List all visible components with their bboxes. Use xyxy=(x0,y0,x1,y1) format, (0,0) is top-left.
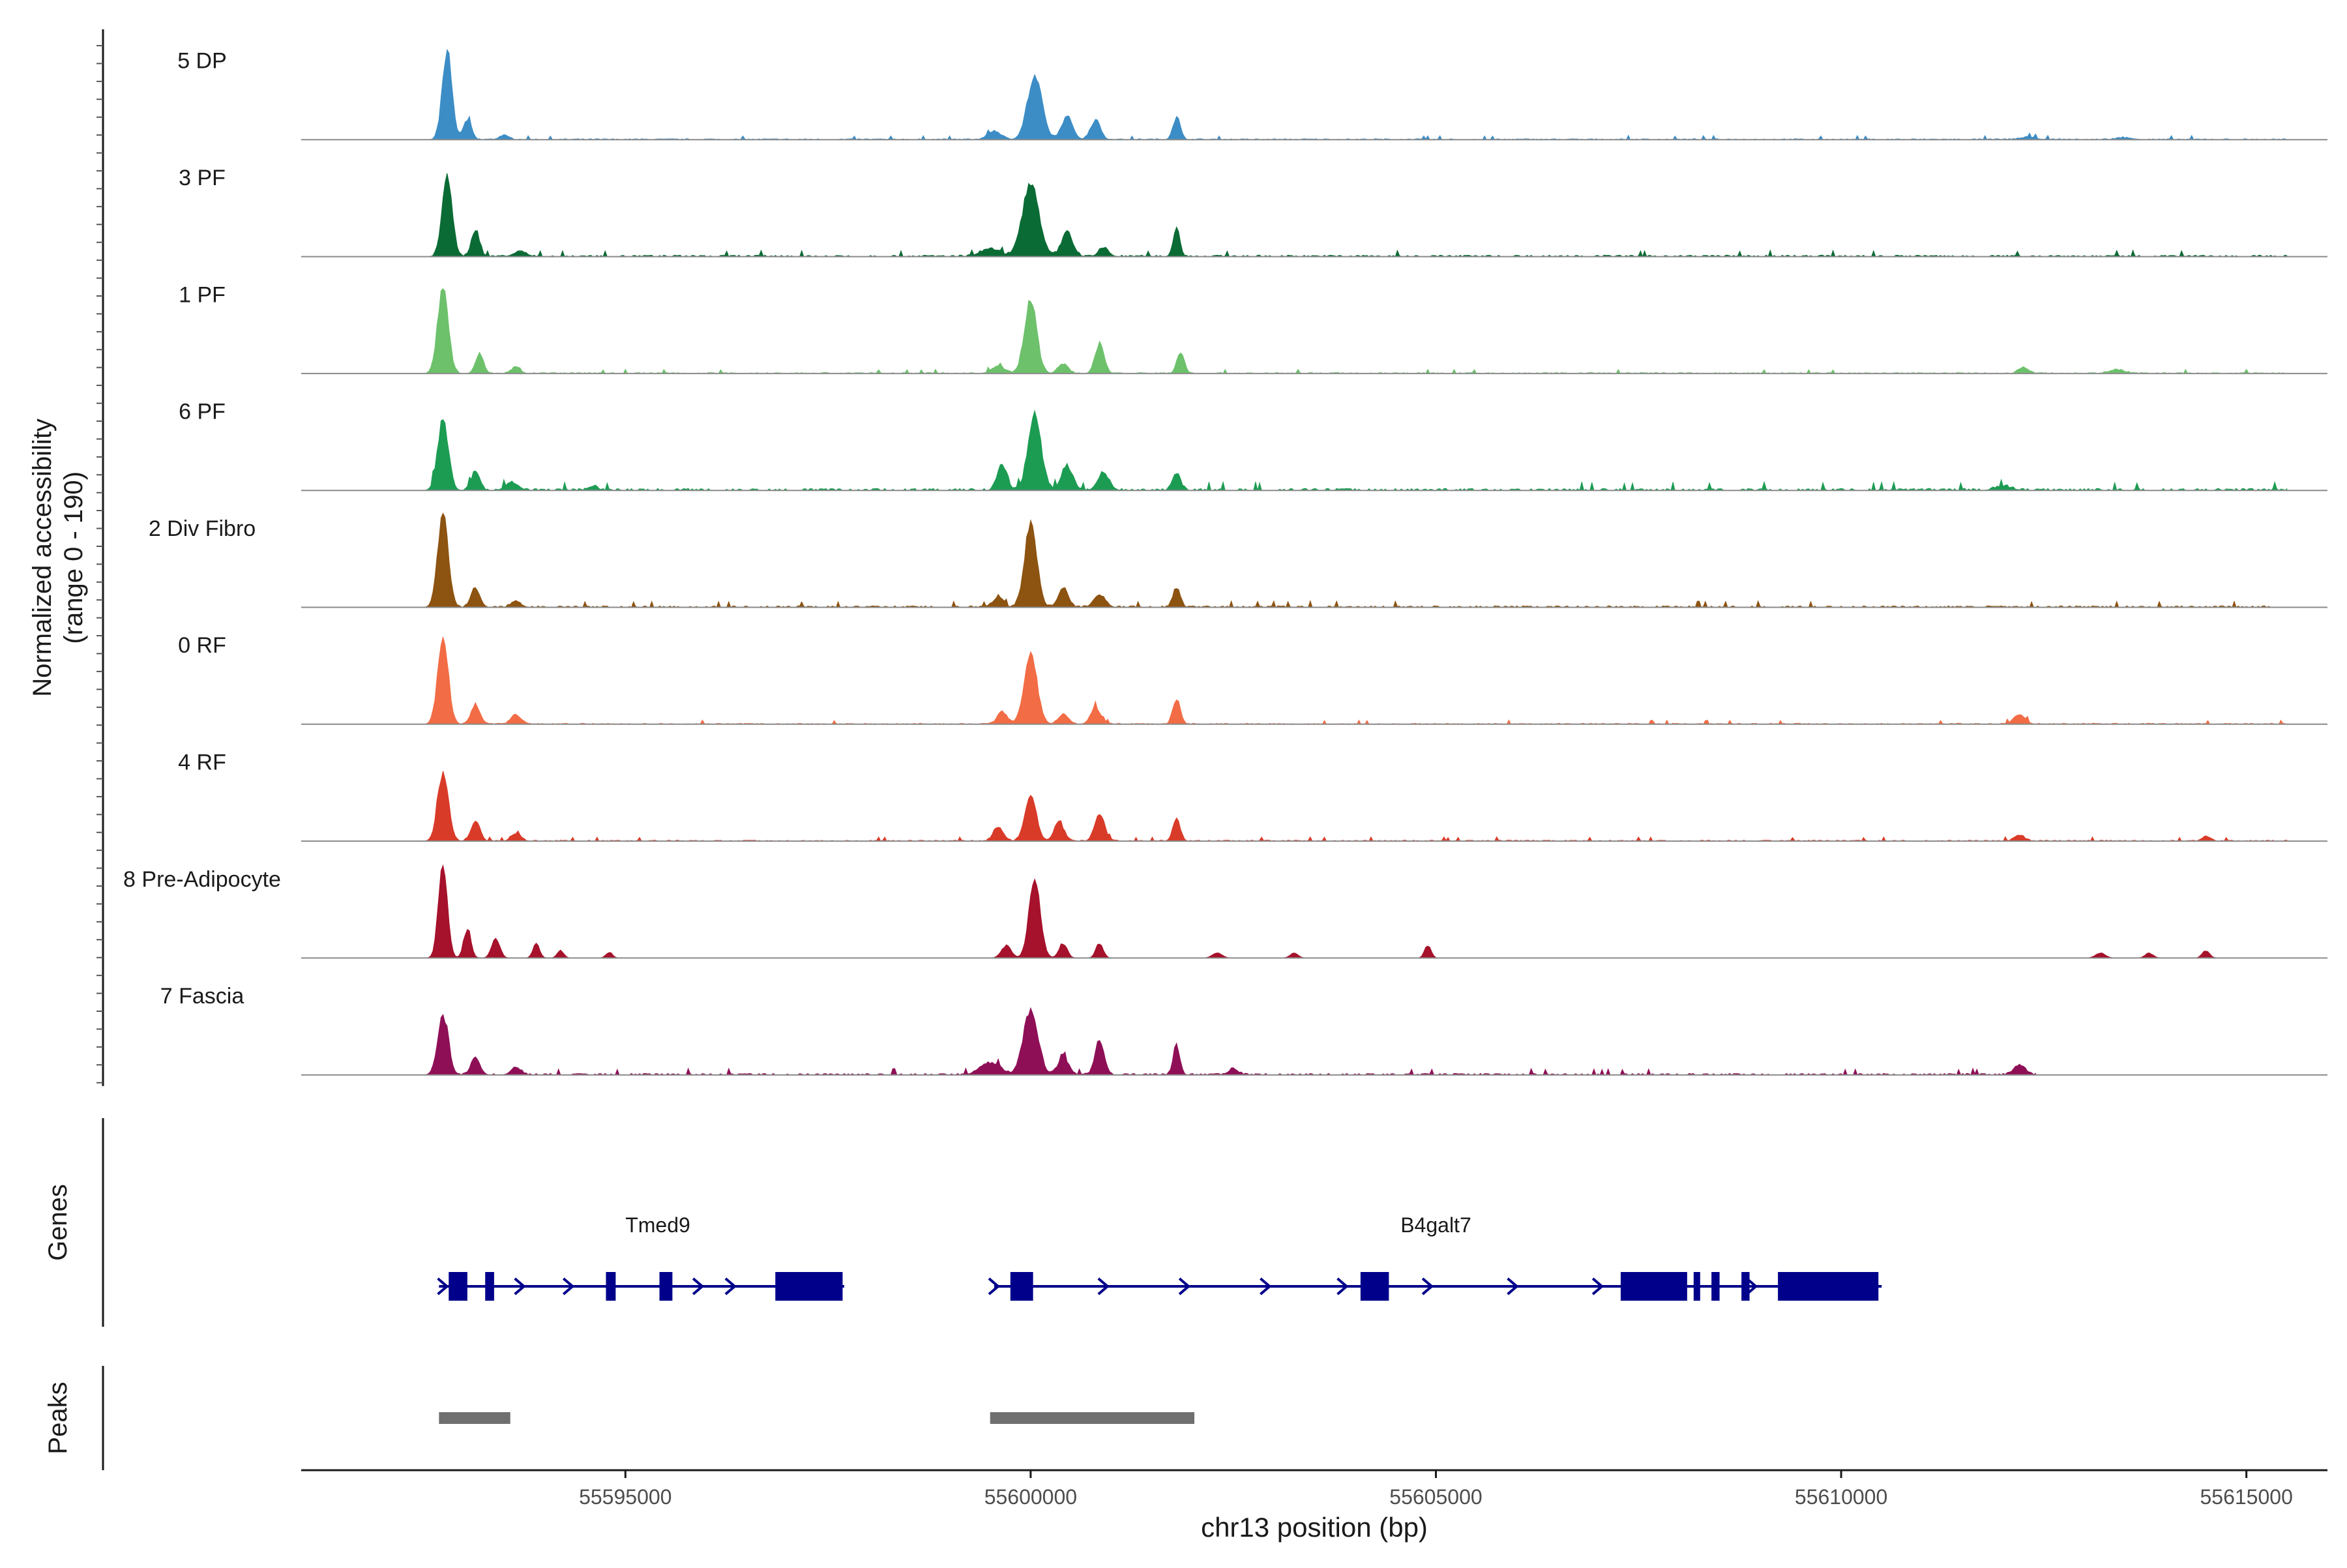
peak-region xyxy=(439,1412,510,1424)
coverage-area xyxy=(301,512,2271,608)
x-axis: 55595000 55600000 55605000 55610000 55615000… xyxy=(301,1469,2327,1543)
x-axis-title: chr13 position (bp) xyxy=(1201,1512,1428,1543)
track-7-fascia: 7 Fascia xyxy=(160,984,2327,1076)
coverage-area xyxy=(301,173,2288,258)
y-axis-title: Normalized accessibility xyxy=(28,419,57,697)
strand-arrow xyxy=(1097,1277,1110,1295)
gene-exon xyxy=(775,1272,843,1301)
coverage-area xyxy=(301,864,2287,958)
strand-arrow xyxy=(1507,1277,1519,1295)
gene-b4galt7: B4galt7 xyxy=(988,1213,1882,1301)
coverage-area xyxy=(301,48,2288,140)
track-label: 4 RF xyxy=(178,750,226,775)
gene-tmed9: Tmed9 xyxy=(437,1213,844,1301)
gene-label: B4galt7 xyxy=(1400,1213,1471,1237)
genes-track: Genes Tmed9 B4galt7 xyxy=(44,1118,1882,1327)
strand-arrow xyxy=(692,1277,705,1295)
coverage-area xyxy=(301,636,2287,725)
gene-exon xyxy=(1778,1272,1879,1301)
strand-arrow xyxy=(724,1277,737,1295)
gene-exon xyxy=(449,1272,467,1301)
track-2-div-fibro: 2 Div Fibro xyxy=(149,512,2327,608)
track-label: 0 RF xyxy=(178,633,226,658)
strand-arrow xyxy=(514,1277,526,1295)
strand-arrow xyxy=(1178,1277,1191,1295)
strand-arrow xyxy=(988,1277,1001,1295)
gene-exon xyxy=(1693,1272,1700,1301)
strand-arrow xyxy=(562,1277,575,1295)
x-tick-label: 55610000 xyxy=(1795,1485,1887,1509)
peak-region xyxy=(990,1412,1195,1424)
strand-arrow xyxy=(1421,1277,1434,1295)
track-4-rf: 4 RF xyxy=(178,750,2327,842)
coverage-area xyxy=(301,409,2288,492)
coverage-tracks: 5 DP 3 PF 1 PF 6 PF 2 Div Fibro 0 RF 4 RF 8 Pre… xyxy=(123,48,2327,1076)
gene-exon xyxy=(1010,1272,1033,1301)
track-5-dp: 5 DP xyxy=(177,48,2327,141)
y-axis: Normalized accessibility (range 0 - 190) xyxy=(28,29,104,1086)
strand-arrow xyxy=(1260,1277,1272,1295)
track-label: 6 PF xyxy=(179,400,226,424)
strand-arrow xyxy=(1746,1277,1758,1295)
coverage-area xyxy=(301,1007,2036,1076)
x-tick-label: 55615000 xyxy=(2200,1485,2292,1509)
gene-exon xyxy=(1711,1272,1720,1301)
coverage-area xyxy=(301,771,2288,842)
gene-exon xyxy=(485,1272,494,1301)
track-1-pf: 1 PF xyxy=(179,282,2327,374)
track-3-pf: 3 PF xyxy=(179,166,2327,258)
gene-exon xyxy=(1360,1272,1389,1301)
track-label: 3 PF xyxy=(179,166,226,190)
gene-exon xyxy=(659,1272,673,1301)
gene-exon xyxy=(1620,1272,1687,1301)
y-axis-range: (range 0 - 190) xyxy=(59,471,88,644)
x-tick-label: 55605000 xyxy=(1389,1485,1482,1509)
track-label: 2 Div Fibro xyxy=(149,516,256,541)
track-label: 7 Fascia xyxy=(160,984,244,1009)
genes-track-label: Genes xyxy=(44,1184,72,1261)
track-label: 1 PF xyxy=(179,282,226,307)
x-tick-label: 55600000 xyxy=(984,1485,1077,1509)
strand-arrow xyxy=(1336,1277,1349,1295)
gene-exon xyxy=(1741,1272,1750,1301)
track-label: 5 DP xyxy=(177,49,227,74)
track-label: 8 Pre-Adipocyte xyxy=(123,867,281,892)
gene-exon xyxy=(606,1272,616,1301)
peaks-track-label: Peaks xyxy=(44,1382,72,1454)
strand-arrow xyxy=(1591,1277,1604,1295)
track-6-pf: 6 PF xyxy=(179,400,2327,492)
peaks-track: Peaks xyxy=(44,1366,1195,1470)
track-8-pre-adipocyte: 8 Pre-Adipocyte xyxy=(123,864,2327,959)
x-tick-label: 55595000 xyxy=(579,1485,672,1509)
gene-label: Tmed9 xyxy=(625,1213,690,1237)
strand-arrow xyxy=(437,1277,449,1295)
coverage-area xyxy=(301,288,2287,374)
track-0-rf: 0 RF xyxy=(178,633,2327,725)
